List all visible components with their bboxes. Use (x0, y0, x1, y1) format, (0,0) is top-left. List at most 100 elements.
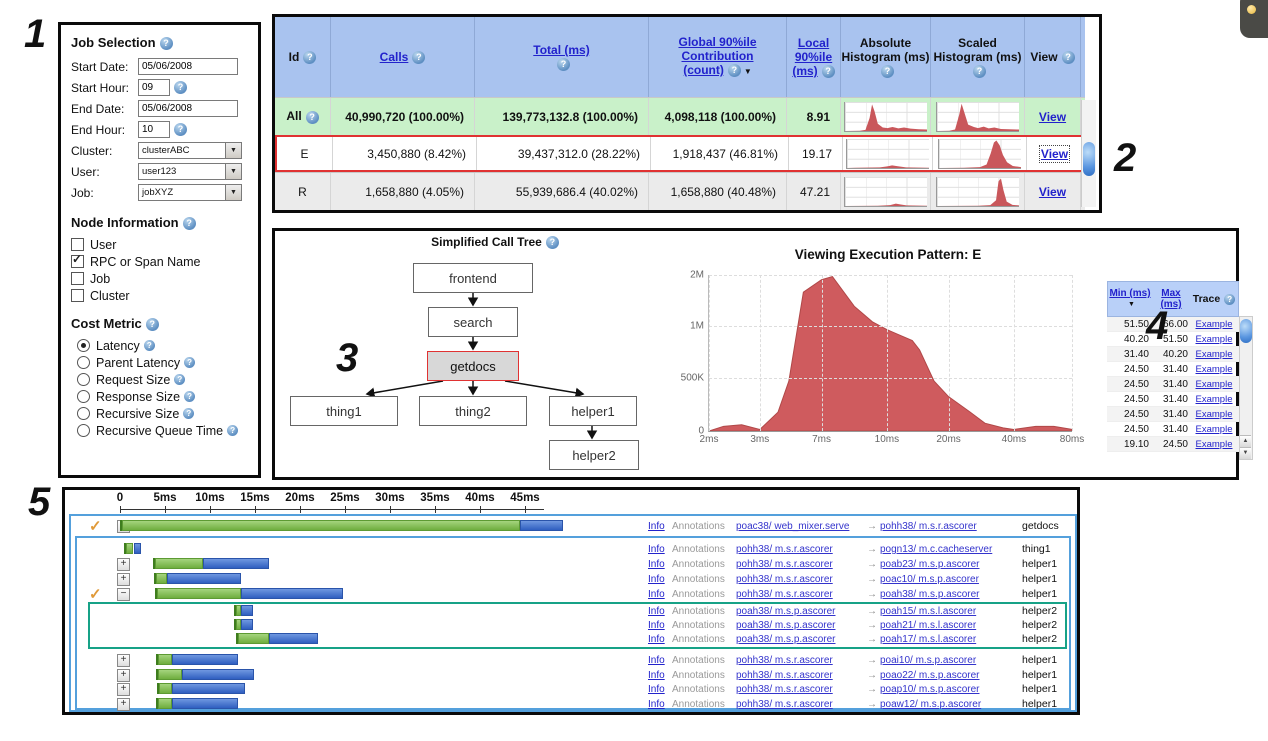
help-icon[interactable]: ? (545, 236, 559, 250)
annotations-label[interactable]: Annotations (672, 559, 725, 570)
help-icon[interactable]: ? (305, 110, 319, 124)
checkbox-option[interactable]: ✓ User (71, 236, 248, 253)
network-time-segment[interactable] (202, 558, 270, 569)
info-link[interactable]: Info (648, 574, 665, 585)
tree-node-thing1[interactable]: thing1 (290, 396, 398, 426)
help-icon[interactable]: ? (184, 357, 196, 369)
info-link[interactable]: Info (648, 670, 665, 681)
radio-button[interactable] (77, 424, 90, 438)
view-link[interactable]: View (1038, 109, 1067, 124)
info-link[interactable]: Info (648, 544, 665, 555)
col-header-total[interactable]: Total (ms)? (475, 17, 649, 97)
network-time-segment[interactable] (166, 573, 241, 584)
tree-node-helper1[interactable]: helper1 (549, 396, 637, 426)
help-icon[interactable]: ? (727, 64, 741, 78)
help-icon[interactable]: ? (174, 81, 187, 95)
server-time-segment[interactable] (157, 669, 183, 680)
view-link[interactable]: View (1038, 144, 1071, 163)
help-icon[interactable]: ? (973, 65, 986, 79)
start-hour-input[interactable] (138, 79, 170, 97)
info-link[interactable]: Info (648, 606, 665, 617)
server-time-segment[interactable] (156, 573, 167, 584)
chevron-down-icon[interactable]: ▼ (225, 164, 241, 180)
annotations-label[interactable]: Annotations (672, 544, 725, 555)
info-link[interactable]: Info (648, 589, 665, 600)
help-icon[interactable]: ? (159, 37, 173, 51)
checkbox[interactable]: ✓ (71, 252, 84, 269)
tree-node-thing2[interactable]: thing2 (419, 396, 527, 426)
annotations-label[interactable]: Annotations (672, 620, 725, 631)
user-select[interactable]: user123 ▼ (138, 163, 242, 181)
info-link[interactable]: Info (648, 634, 665, 645)
network-time-segment[interactable] (240, 605, 254, 616)
view-link[interactable]: View (1038, 184, 1067, 199)
example-trace-link[interactable]: Example (1195, 348, 1233, 360)
annotations-label[interactable]: Annotations (672, 589, 725, 600)
radio-button[interactable] (77, 373, 90, 387)
job-select[interactable]: jobXYZ ▼ (138, 184, 242, 202)
example-trace-link[interactable]: Example (1195, 438, 1233, 450)
radio-option[interactable]: Response Size ? (71, 388, 248, 405)
scroll-down-button[interactable]: ▼ (1240, 447, 1251, 459)
example-trace-link[interactable]: Example (1195, 333, 1233, 345)
dest-host-link[interactable]: poao22/ m.s.p.ascorer (880, 670, 980, 681)
help-icon[interactable]: ? (412, 51, 426, 65)
sort-desc-icon[interactable]: ▼ (1128, 301, 1135, 308)
example-trace-link[interactable]: Example (1195, 318, 1233, 330)
dest-host-link[interactable]: poaw12/ m.s.p.ascorer (880, 699, 982, 710)
network-time-segment[interactable] (172, 683, 246, 694)
tree-node-getdocs-selected[interactable]: getdocs (427, 351, 519, 381)
sort-desc-icon[interactable]: ▼ (743, 67, 752, 76)
source-host-link[interactable]: pohh38/ m.s.r.ascorer (736, 574, 833, 585)
help-icon[interactable]: ? (303, 51, 317, 65)
help-icon[interactable]: ? (145, 318, 159, 332)
network-time-segment[interactable] (240, 619, 254, 630)
expander-toggle[interactable]: + (117, 558, 130, 571)
source-host-link[interactable]: pohh38/ m.s.r.ascorer (736, 670, 833, 681)
example-trace-link[interactable]: Example (1195, 378, 1233, 390)
radio-option[interactable]: Recursive Queue Time ? (71, 422, 248, 439)
annotations-label[interactable]: Annotations (672, 634, 725, 645)
network-time-segment[interactable] (172, 698, 238, 709)
scroll-up-button[interactable]: ▲ (1240, 435, 1251, 447)
server-time-segment[interactable] (158, 683, 173, 694)
example-trace-link[interactable]: Example (1195, 363, 1233, 375)
annotations-label[interactable]: Annotations (672, 699, 725, 710)
help-icon[interactable]: ? (184, 391, 196, 403)
dest-host-link[interactable]: poai10/ m.s.p.ascorer (880, 655, 977, 666)
source-host-link[interactable]: pohh38/ m.s.r.ascorer (736, 684, 833, 695)
example-trace-link[interactable]: Example (1195, 393, 1233, 405)
radio-option[interactable]: Parent Latency ? (71, 354, 248, 371)
source-host-link[interactable]: pohh38/ m.s.r.ascorer (736, 544, 833, 555)
server-time-segment[interactable] (157, 654, 173, 665)
radio-button[interactable] (77, 390, 90, 404)
radio-option[interactable]: Request Size ? (71, 371, 248, 388)
col-header-local[interactable]: Local 90%ile (ms)? (787, 17, 841, 97)
chevron-down-icon[interactable]: ▼ (225, 185, 241, 201)
help-icon[interactable]: ? (1224, 293, 1236, 305)
help-icon[interactable]: ? (174, 123, 187, 137)
scrollbar-thumb[interactable] (1240, 319, 1252, 343)
checkbox-option[interactable]: ✓ RPC or Span Name (71, 252, 248, 270)
checkbox-option[interactable]: ✓ Job (71, 270, 248, 287)
dest-host-link[interactable]: pogn13/ m.c.cacheserver (880, 544, 993, 555)
help-icon[interactable]: ? (557, 58, 570, 72)
server-time-segment[interactable] (156, 588, 241, 599)
source-host-link[interactable]: pohh38/ m.s.r.ascorer (736, 655, 833, 666)
expander-toggle[interactable]: + (117, 669, 130, 682)
source-host-link[interactable]: pohh38/ m.s.r.ascorer (736, 589, 833, 600)
checkbox-option[interactable]: ✓ Cluster (71, 287, 248, 304)
tree-node-search[interactable]: search (428, 307, 518, 337)
source-host-link[interactable]: poac38/ web_mixer.serve (736, 521, 850, 532)
dest-host-link[interactable]: poab23/ m.s.p.ascorer (880, 559, 980, 570)
col-header-global[interactable]: Global 90%ile Contribution (count)? ▼ (649, 17, 787, 97)
tree-node-frontend[interactable]: frontend (413, 263, 533, 293)
dest-host-link[interactable]: poah17/ m.s.l.ascorer (880, 634, 977, 645)
chevron-down-icon[interactable]: ▼ (225, 143, 241, 159)
checkbox[interactable]: ✓ (71, 289, 84, 303)
source-host-link[interactable]: pohh38/ m.s.r.ascorer (736, 559, 833, 570)
annotations-label[interactable]: Annotations (672, 574, 725, 585)
help-icon[interactable]: ? (821, 65, 835, 79)
annotations-label[interactable]: Annotations (672, 655, 725, 666)
cluster-select[interactable]: clusterABC ▼ (138, 142, 242, 160)
